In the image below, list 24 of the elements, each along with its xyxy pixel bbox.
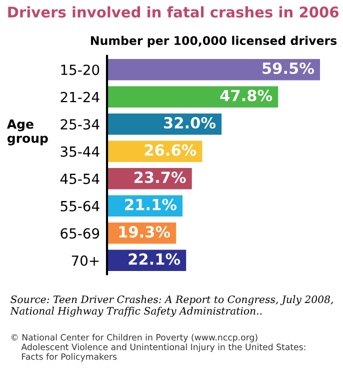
data-label: 22.1% — [128, 253, 180, 265]
text: © National Center for Children in Poverty (www.nccp.org) Adolescent Violence and Unintentional Injury in the United States: Facts for Policymakers — [11, 334, 306, 362]
data-label: 59.5% — [262, 62, 314, 74]
bar — [107, 113, 222, 135]
y-tick-label: 70+ — [72, 255, 99, 266]
y-axis-title: Age group — [6, 119, 48, 146]
y-tick-label: 55-64 — [60, 200, 100, 212]
bar — [107, 86, 278, 108]
y-tick-label: 45-54 — [60, 174, 100, 184]
chart-title: Drivers involved in fatal crashes in 2006 — [8, 6, 338, 18]
data-label: 47.8% — [220, 90, 272, 102]
y-tick-label: 21-24 — [60, 92, 100, 102]
bar — [107, 58, 320, 80]
data-label: 32.0% — [164, 117, 216, 129]
x-axis-title: Number per 100,000 licensed drivers — [90, 36, 337, 48]
y-tick-label: 15-20 — [61, 64, 100, 76]
y-tick-label: 25-34 — [60, 119, 100, 130]
data-label: 26.6% — [144, 144, 196, 156]
y-tick-label: 65-69 — [60, 228, 100, 239]
data-label: 19.3% — [119, 226, 170, 238]
data-label: 21.1% — [125, 198, 177, 210]
data-label: 23.7% — [134, 172, 186, 184]
source-note: Source: Teen Driver Crashes: A Report to Congress, July 2008, National Highway Traffic Safety Administration.. — [10, 295, 333, 317]
y-tick-label: 35-44 — [60, 146, 100, 157]
